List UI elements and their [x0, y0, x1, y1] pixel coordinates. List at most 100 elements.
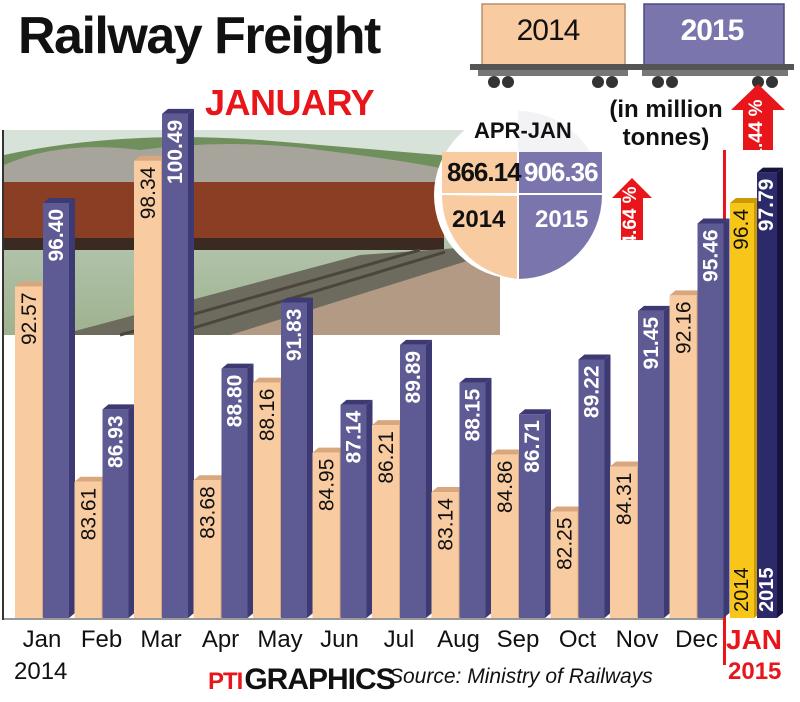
apr-jan-2014-value: 866.14	[447, 157, 522, 187]
x-tick-aug: Aug	[437, 626, 480, 653]
bar-2015-aug	[459, 382, 486, 618]
bar-2014-oct-top	[550, 506, 584, 512]
value-label-2015-mar: 100.49	[164, 120, 187, 184]
value-label-2014-mar: 98.34	[137, 166, 160, 219]
bar-2015-sep-top	[519, 409, 551, 415]
wagon-2014-icon	[470, 3, 634, 88]
x-tick-mar: Mar	[140, 626, 182, 653]
bar-2015-dec-side	[723, 218, 730, 619]
bar-2015-apr-top	[221, 363, 254, 369]
bar-2014-oct	[550, 511, 578, 618]
x-tick-jan: Jan	[22, 626, 62, 653]
value-label-2014-jun: 84.95	[316, 459, 339, 512]
value-label-2014-oct: 82.25	[554, 517, 577, 570]
bar-jan-2015-top	[757, 167, 783, 173]
jan-2015-month: JAN	[726, 624, 783, 655]
value-label-2014-aug: 83.14	[435, 498, 458, 551]
bar-2015-aug-top	[459, 377, 492, 383]
x-tick-nov: Nov	[615, 626, 659, 653]
source-note: Source: Ministry of Railways	[389, 665, 653, 688]
value-label-2014-dec: 92.16	[673, 301, 696, 354]
bar-2015-mar	[162, 113, 188, 619]
bar-2015-jul	[400, 344, 426, 618]
bar-2015-may	[281, 302, 307, 618]
bar-2015-feb-top	[102, 404, 135, 410]
value-label-2014-may: 88.16	[256, 389, 279, 442]
value-label-2014-sep: 84.86	[494, 461, 517, 514]
bar-2015-nov-top	[638, 305, 670, 311]
value-label-2015-nov: 91.45	[640, 317, 663, 370]
bar-2015-oct-top	[578, 354, 611, 360]
pti-logo-prefix: PTI	[208, 668, 243, 695]
page-title: Railway Freight	[18, 7, 381, 65]
bar-2015-aug-side	[485, 377, 492, 618]
pti-logo-text: GRAPHICS	[244, 663, 395, 696]
x-tick-sep: Sep	[496, 626, 540, 653]
bar-2015-mar-top	[162, 108, 194, 114]
bar-2014-sep	[491, 454, 518, 618]
bar-2015-apr-side	[247, 363, 254, 618]
bar-2014-feb-top	[74, 476, 108, 482]
x-tick-dec: Dec	[675, 626, 718, 653]
legend-2015: 2015	[680, 14, 745, 47]
x-tick-may: May	[257, 626, 303, 653]
jan-bar-year-2015: 2015	[756, 568, 778, 613]
train-photo	[4, 130, 500, 337]
bar-2014-nov	[610, 466, 637, 618]
bar-2015-dec	[697, 223, 724, 619]
value-label-2014-jul: 86.21	[375, 431, 398, 484]
bar-jan-2015	[757, 172, 777, 619]
bar-2014-may	[253, 382, 280, 618]
bar-2014-apr-top	[193, 475, 227, 481]
bar-2015-nov-side	[664, 305, 670, 618]
value-label-2015-sep: 86.71	[521, 420, 544, 473]
bar-2014-jun	[312, 452, 340, 618]
value-label-2015-aug: 88.15	[462, 389, 485, 442]
x-year-start: 2014	[14, 658, 68, 685]
value-label-2014-apr: 83.68	[197, 486, 220, 539]
value-label-2015-jul: 89.89	[402, 351, 425, 404]
value-label-2015-oct: 89.22	[581, 366, 604, 419]
apr-jan-pie	[434, 111, 604, 280]
bar-2015-dec-top	[697, 218, 730, 224]
x-tick-feb: Feb	[80, 626, 123, 653]
x-tick-oct: Oct	[558, 626, 597, 653]
bar-2015-jul-side	[426, 339, 432, 618]
jan-growth-arrow-icon	[731, 84, 785, 150]
value-label-2014-nov: 84.31	[613, 473, 636, 526]
value-label-jan-2015: 97.79	[755, 179, 778, 232]
bar-2014-jan-top	[15, 281, 48, 287]
bar-2015-nov	[638, 310, 664, 618]
units-label: (in million tonnes)	[609, 96, 723, 151]
x-tick-jun: Jun	[320, 626, 359, 653]
bar-2014-feb	[74, 481, 102, 618]
value-label-2015-feb: 86.93	[105, 415, 128, 468]
apr-jan-2014-year: 2014	[452, 206, 506, 233]
value-label-2015-dec: 95.46	[700, 229, 723, 282]
page-subtitle: JANUARY	[205, 82, 375, 123]
bar-2015-may-side	[307, 297, 313, 618]
bar-2014-dec-top	[669, 290, 703, 296]
bar-2015-feb-side	[128, 404, 135, 618]
apr-jan-growth-label: 4.64 %	[620, 186, 641, 246]
bar-2015-apr	[221, 368, 248, 618]
pti-graphics-logo: PTIGRAPHICS	[208, 663, 396, 697]
bar-2015-sep-side	[545, 409, 551, 618]
wagon-2015-icon	[634, 3, 794, 88]
bar-2014-dec	[669, 295, 697, 618]
growth-arrow-icon	[612, 178, 652, 240]
bar-2015-jul-top	[400, 339, 432, 345]
bar-2014-mar-top	[134, 155, 167, 161]
value-label-2015-may: 91.83	[283, 309, 306, 362]
value-label-2014-feb: 83.61	[78, 488, 101, 541]
bar-2015-feb	[102, 409, 129, 618]
jan-growth-label: 1.44 %	[746, 99, 767, 159]
value-label-jan-2014: 96.4	[730, 209, 753, 250]
bar-2014-aug-top	[431, 487, 465, 493]
bar-2014-may-top	[253, 377, 286, 383]
bar-2015-jan-top	[43, 197, 75, 203]
x-tick-apr: Apr	[201, 626, 240, 653]
bar-2014-jan	[15, 286, 42, 618]
bar-jan-2014-top	[730, 197, 760, 203]
